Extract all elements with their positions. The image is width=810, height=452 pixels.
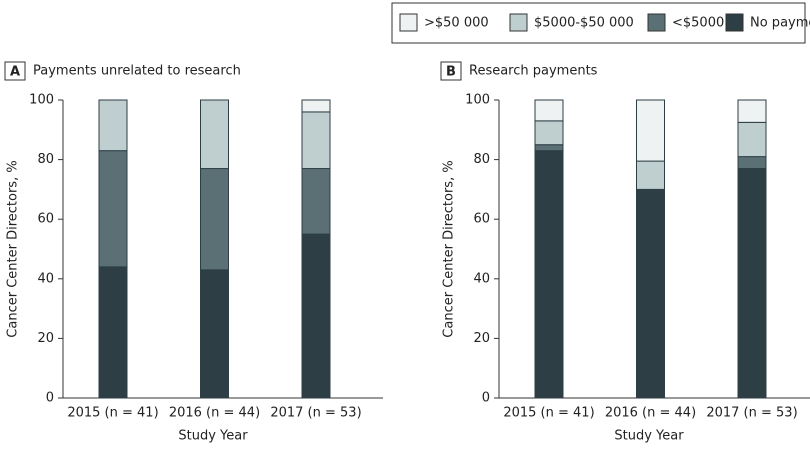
panel-label-box bbox=[4, 61, 26, 81]
bar-segment bbox=[200, 269, 229, 399]
panel-label-box bbox=[440, 61, 462, 81]
y-tick-label: 60 bbox=[37, 212, 54, 227]
bar-segment bbox=[98, 150, 128, 268]
y-axis-label: Cancer Center Directors, % bbox=[442, 160, 457, 337]
legend-swatch bbox=[399, 13, 418, 32]
panel-label: A bbox=[10, 65, 20, 80]
legend-label: No payments bbox=[750, 16, 810, 31]
bar-segment bbox=[301, 111, 331, 170]
y-tick-label: 100 bbox=[29, 93, 54, 108]
y-tick-label: 0 bbox=[46, 391, 54, 406]
bar-segment bbox=[737, 121, 767, 158]
y-tick-label: 60 bbox=[473, 212, 490, 227]
bar-segment bbox=[534, 150, 564, 399]
bar-segment bbox=[737, 156, 767, 170]
x-tick-label: 2015 (n = 41) bbox=[503, 406, 594, 421]
panel-label: B bbox=[446, 65, 456, 80]
bar-segment bbox=[534, 99, 564, 122]
x-tick-label: 2017 (n = 53) bbox=[706, 406, 797, 421]
bar-segment bbox=[200, 168, 229, 271]
y-tick-label: 80 bbox=[37, 152, 54, 167]
x-tick-label: 2015 (n = 41) bbox=[67, 406, 158, 421]
bar-segment bbox=[737, 99, 767, 123]
bar-segment bbox=[534, 120, 564, 146]
bar-segment bbox=[636, 99, 665, 162]
x-tick-label: 2016 (n = 44) bbox=[169, 406, 260, 421]
bar-segment bbox=[301, 168, 331, 235]
bar-segment bbox=[534, 144, 564, 152]
bar-segment bbox=[636, 188, 665, 399]
bar-segment bbox=[301, 233, 331, 399]
panel-title: Payments unrelated to research bbox=[33, 64, 241, 79]
bar-segment bbox=[98, 266, 128, 399]
legend-swatch bbox=[647, 13, 666, 32]
legend-label: <$5000 bbox=[672, 16, 724, 31]
bar-segment bbox=[737, 168, 767, 399]
legend-label: >$50 000 bbox=[424, 16, 489, 31]
y-tick-label: 100 bbox=[465, 93, 490, 108]
legend-label: $5000-$50 000 bbox=[534, 16, 634, 31]
panel-title: Research payments bbox=[469, 64, 598, 79]
y-tick-label: 40 bbox=[473, 271, 490, 286]
legend-swatch bbox=[509, 13, 528, 32]
y-axis-label: Cancer Center Directors, % bbox=[6, 160, 21, 337]
y-tick-label: 0 bbox=[482, 391, 490, 406]
legend-swatch bbox=[725, 13, 744, 32]
y-tick-label: 40 bbox=[37, 271, 54, 286]
y-tick-label: 20 bbox=[473, 331, 490, 346]
x-tick-label: 2017 (n = 53) bbox=[270, 406, 361, 421]
y-tick-label: 20 bbox=[37, 331, 54, 346]
bar-segment bbox=[200, 99, 229, 170]
bar-segment bbox=[98, 99, 128, 152]
x-axis-label: Study Year bbox=[178, 429, 248, 444]
y-tick-label: 80 bbox=[473, 152, 490, 167]
bar-segment bbox=[301, 99, 331, 113]
x-tick-label: 2016 (n = 44) bbox=[605, 406, 696, 421]
bar-segment bbox=[636, 160, 665, 190]
x-axis-label: Study Year bbox=[614, 429, 684, 444]
